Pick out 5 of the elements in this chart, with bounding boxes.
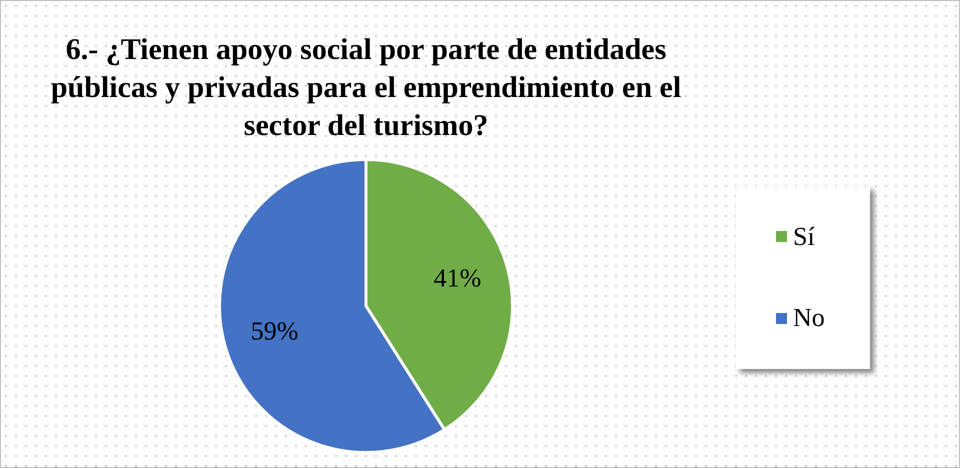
legend-label: No (793, 303, 825, 334)
data-label: 41% (434, 263, 482, 292)
data-label: 59% (250, 316, 298, 346)
chart-title: 6.- ¿Tienen apoyo social por parte de entidades públicas y privadas para el emprendimiento en el sector del turismo? (50, 32, 682, 144)
legend-label: Sí (793, 222, 815, 252)
